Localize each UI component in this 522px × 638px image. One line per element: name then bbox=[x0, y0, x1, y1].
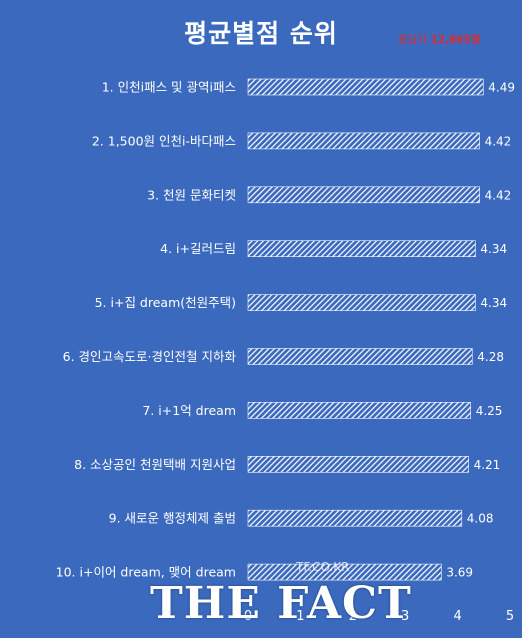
x-tick-2: 2 bbox=[349, 609, 357, 624]
category-label-2: 2. 1,500원 인천i-바다패스 bbox=[92, 133, 236, 148]
bar-1 bbox=[247, 78, 484, 96]
value-label-4: 4.34 bbox=[480, 242, 507, 256]
x-tick-1: 1 bbox=[296, 609, 304, 624]
value-label-9: 4.08 bbox=[467, 512, 494, 526]
category-label-4: 4. i+길러드림 bbox=[160, 241, 236, 256]
category-label-5: 5. i+집 dream(천원주택) bbox=[95, 295, 236, 310]
respondent-count: 응답자 12,865명 bbox=[398, 32, 481, 47]
bar-10 bbox=[247, 563, 442, 581]
value-label-6: 4.28 bbox=[477, 350, 504, 364]
value-label-1: 4.49 bbox=[488, 81, 515, 95]
category-label-1: 1. 인천i패스 및 광역i패스 bbox=[102, 80, 236, 95]
category-label-9: 9. 새로운 행정체제 출범 bbox=[109, 511, 236, 526]
bar-2 bbox=[247, 132, 480, 150]
value-label-8: 4.21 bbox=[474, 458, 501, 472]
chart-title: 평균별점 순위 bbox=[184, 19, 338, 48]
bar-4 bbox=[247, 240, 476, 257]
bar-7 bbox=[247, 402, 471, 419]
category-label-3: 3. 천원 문화티켓 bbox=[147, 187, 236, 202]
x-tick-3: 3 bbox=[401, 609, 409, 624]
value-label-5: 4.34 bbox=[480, 296, 507, 310]
respondent-number: 12,865명 bbox=[430, 34, 481, 46]
value-label-2: 4.42 bbox=[485, 134, 512, 148]
watermark-logo: THE FACT bbox=[150, 578, 412, 629]
category-label-7: 7. i+1억 dream bbox=[142, 403, 236, 418]
value-label-10: 3.69 bbox=[446, 566, 473, 580]
category-label-6: 6. 경인고속도로·경인전철 지하화 bbox=[63, 349, 237, 364]
bar-8 bbox=[247, 455, 469, 473]
category-label-10: 10. i+이어 dream, 맺어 dream bbox=[56, 565, 236, 580]
bar-5 bbox=[247, 294, 476, 311]
bar-3 bbox=[247, 186, 480, 204]
respondent-label: 응답자 bbox=[398, 34, 427, 46]
labels-layer: 1. 인천i패스 및 광역i패스 4.49 2. 1,500원 인천i-바다패스 4.… bbox=[56, 80, 515, 580]
value-label-7: 4.25 bbox=[476, 404, 503, 418]
category-label-8: 8. 소상공인 천원택배 지원사업 bbox=[74, 457, 236, 472]
bar-9 bbox=[247, 509, 463, 527]
bars-layer bbox=[247, 78, 484, 581]
watermark-url: TF.CO.KR bbox=[296, 560, 350, 574]
x-tick-4: 4 bbox=[453, 609, 461, 624]
x-tick-5: 5 bbox=[506, 609, 514, 624]
value-label-3: 4.42 bbox=[485, 188, 512, 202]
x-axis: 0 1 2 3 4 5 bbox=[244, 609, 514, 624]
x-tick-0: 0 bbox=[244, 609, 252, 624]
bar-6 bbox=[247, 348, 473, 365]
